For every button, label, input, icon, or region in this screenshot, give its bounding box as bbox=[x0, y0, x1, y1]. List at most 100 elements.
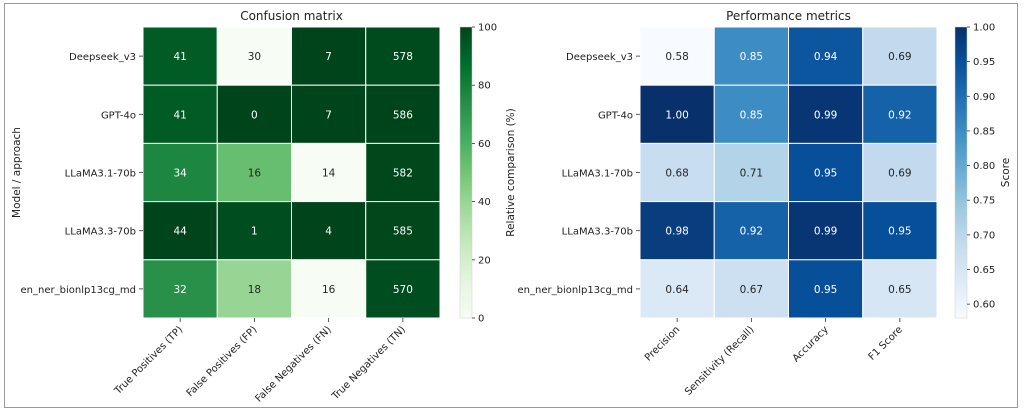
cell-value-label: 0.69 bbox=[888, 168, 911, 180]
colorbar-tick-label: 100 bbox=[478, 23, 497, 34]
y-tick-label: LLaMA3.1-70b bbox=[562, 169, 633, 180]
cell-value-label: 0.95 bbox=[888, 226, 911, 238]
colorbar-tick-label: 0 bbox=[478, 314, 484, 325]
cell-value-label: 582 bbox=[393, 168, 413, 180]
cell-value-label: 7 bbox=[325, 51, 332, 63]
cell-value-label: 0.95 bbox=[814, 168, 837, 180]
colorbar-tick-label: 80 bbox=[478, 81, 491, 92]
heatmap-cell bbox=[291, 259, 367, 319]
cell-value-label: 0.99 bbox=[814, 109, 837, 121]
heatmap-cell bbox=[291, 26, 367, 86]
heatmap-cell bbox=[713, 26, 789, 86]
heatmap-cell bbox=[862, 259, 938, 319]
colorbar-tick-label: 0.80 bbox=[973, 161, 995, 172]
y-tick-label: LLaMA3.3-70b bbox=[65, 227, 136, 238]
heatmap-cell bbox=[639, 142, 715, 203]
y-tick-label: LLaMA3.1-70b bbox=[65, 169, 136, 180]
heatmap-cell bbox=[639, 259, 715, 319]
heatmap-cell bbox=[862, 142, 938, 203]
cell-value-label: 41 bbox=[173, 51, 186, 63]
heatmap-cell bbox=[142, 142, 218, 203]
colorbar-tick-label: 20 bbox=[478, 255, 491, 266]
cell-value-label: 0.68 bbox=[665, 168, 688, 180]
x-tick-label: Sensitivity (Recall) bbox=[683, 324, 757, 398]
x-tick-label: F1 Score bbox=[867, 324, 905, 362]
y-axis-label: Model / approach bbox=[11, 127, 23, 218]
heatmap-cell bbox=[788, 142, 864, 203]
cell-value-label: 0.94 bbox=[814, 51, 838, 63]
y-tick-label: Deepseek_v3 bbox=[566, 52, 633, 63]
cell-value-label: 0.85 bbox=[740, 51, 763, 63]
chart-title: Confusion matrix bbox=[240, 9, 343, 23]
heatmap-cell bbox=[365, 259, 441, 319]
cell-value-label: 16 bbox=[322, 284, 336, 296]
heatmap-cell bbox=[788, 26, 864, 86]
colorbar-tick-label: 0.90 bbox=[973, 92, 995, 103]
cell-value-label: 578 bbox=[393, 51, 413, 63]
x-tick-label: False Positives (FP) bbox=[185, 324, 260, 399]
colorbar-tick-label: 60 bbox=[478, 139, 491, 150]
cell-value-label: 570 bbox=[393, 284, 413, 296]
cell-value-label: 4 bbox=[325, 226, 332, 238]
heatmap-cell bbox=[291, 142, 367, 203]
heatmap-cell bbox=[142, 26, 218, 86]
heatmap-cell bbox=[216, 26, 292, 86]
y-tick-label: en_ner_bionlp13cg_md bbox=[21, 285, 136, 296]
colorbar bbox=[954, 26, 968, 319]
cell-value-label: 16 bbox=[248, 168, 262, 180]
cell-value-label: 32 bbox=[173, 284, 186, 296]
colorbar-label: Relative comparison (%) bbox=[505, 108, 517, 237]
cell-value-label: 0.65 bbox=[888, 284, 911, 296]
y-tick-label: en_ner_bionlp13cg_md bbox=[518, 285, 633, 296]
cell-value-label: 0.95 bbox=[814, 284, 837, 296]
y-tick-label: LLaMA3.3-70b bbox=[562, 227, 633, 238]
cell-value-label: 0.69 bbox=[888, 51, 911, 63]
cell-value-label: 0.92 bbox=[740, 226, 763, 238]
cell-value-label: 34 bbox=[173, 168, 187, 180]
cell-value-label: 0.99 bbox=[814, 226, 837, 238]
y-tick-label: Deepseek_v3 bbox=[69, 52, 136, 63]
cell-value-label: 0.98 bbox=[665, 226, 688, 238]
colorbar-tick-label: 0.70 bbox=[973, 230, 995, 241]
cell-value-label: 0.85 bbox=[740, 109, 763, 121]
cell-value-label: 7 bbox=[325, 109, 332, 121]
cell-value-label: 0.58 bbox=[665, 51, 688, 63]
cell-value-label: 586 bbox=[393, 109, 413, 121]
colorbar-tick-label: 1.00 bbox=[973, 23, 995, 34]
colorbar-tick-label: 0.75 bbox=[973, 196, 995, 207]
heatmap-cell bbox=[862, 201, 938, 261]
heatmap-cell bbox=[788, 84, 864, 144]
colorbar bbox=[459, 26, 473, 319]
x-tick-label: True Negatives (TN) bbox=[329, 324, 408, 403]
cell-value-label: 585 bbox=[393, 226, 413, 238]
cell-value-label: 44 bbox=[173, 226, 187, 238]
cell-value-label: 1.00 bbox=[665, 109, 688, 121]
heatmap-cell bbox=[713, 259, 789, 319]
heatmap-cell bbox=[291, 201, 367, 261]
heatmap-cell bbox=[216, 259, 292, 319]
heatmap-cell bbox=[142, 201, 218, 261]
cell-value-label: 18 bbox=[248, 284, 261, 296]
cell-value-label: 30 bbox=[248, 51, 261, 63]
y-tick-label: GPT-4o bbox=[598, 110, 633, 121]
heatmap-cell bbox=[365, 201, 441, 261]
heatmap-cell bbox=[291, 84, 367, 144]
cell-value-label: 0 bbox=[251, 109, 258, 121]
colorbar-tick-label: 0.60 bbox=[973, 300, 995, 311]
performance-metrics-heatmap: Performance metrics 0.58 0.85 0.94 0.69 1.00 0… bbox=[518, 9, 1012, 398]
cell-value-label: 41 bbox=[173, 109, 186, 121]
cell-value-label: 14 bbox=[322, 168, 336, 180]
cell-value-label: 0.92 bbox=[888, 109, 911, 121]
x-tick-label: False Negatives (FN) bbox=[253, 324, 333, 404]
confusion-matrix-heatmap: Confusion matrix 41 30 7 578 41 0 7 586 34 16 14 582… bbox=[11, 9, 517, 405]
colorbar-label: Score bbox=[1000, 158, 1012, 187]
cell-value-label: 0.64 bbox=[665, 284, 689, 296]
colorbar-tick-label: 0.95 bbox=[973, 57, 995, 68]
x-tick-label: True Positives (TP) bbox=[112, 324, 185, 397]
cell-value-label: 0.71 bbox=[740, 168, 763, 180]
x-tick-label: Accuracy bbox=[791, 324, 831, 364]
x-tick-label: Precision bbox=[643, 324, 682, 363]
y-tick-label: GPT-4o bbox=[101, 110, 136, 121]
heatmap-cell bbox=[713, 201, 789, 261]
